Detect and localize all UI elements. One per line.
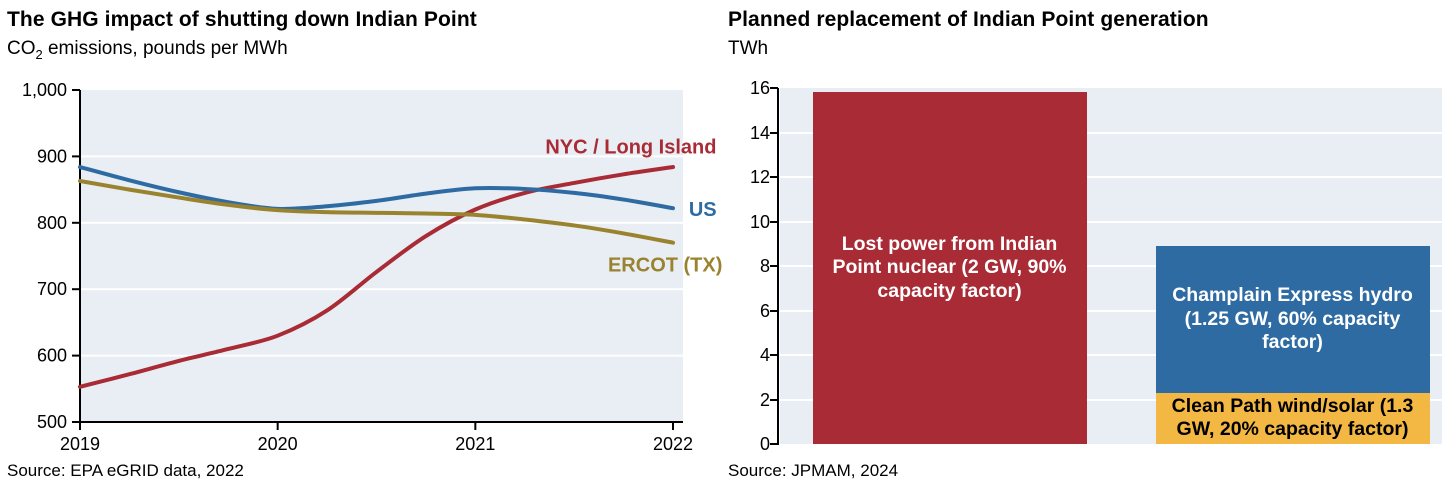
right-chart-subtitle: TWh (728, 38, 769, 59)
y-tick-label: 14 (749, 122, 770, 143)
series-label-nyc-long-island: NYC / Long Island (545, 137, 716, 159)
y-tick-label: 16 (749, 78, 770, 98)
right-chart: Planned replacement of Indian Point gene… (728, 0, 1456, 504)
y-tick (770, 131, 778, 134)
subtitle-co: CO (7, 38, 36, 59)
line-series-ercot-tx- (78, 178, 675, 245)
x-tick-label: 2021 (455, 434, 495, 454)
y-tick (770, 87, 778, 89)
left-chart-subtitle: CO2 emissions, pounds per MWh (7, 38, 288, 62)
y-tick-label: 8 (759, 256, 770, 276)
bar-segment-label: Clean Path wind/solar (1.3 GW, 20% capac… (1171, 394, 1414, 441)
left-chart-title: The GHG impact of shutting down Indian P… (7, 8, 477, 31)
x-tick-label: 2019 (60, 434, 100, 454)
gridline (780, 354, 1442, 356)
gridline (780, 309, 1442, 312)
bar-segment-champlain-express-hydro: Champlain Express hydro (1.25 GW, 60% ca… (1155, 245, 1430, 393)
right-chart-source: Source: JPMAM, 2024 (728, 461, 899, 480)
line-series-us (78, 165, 675, 211)
y-tick (770, 265, 778, 267)
y-tick-label: 10 (749, 211, 770, 232)
y-tick-label: 2 (759, 389, 770, 410)
y-tick-label: 500 (37, 412, 67, 432)
x-tick-label: 2020 (258, 434, 298, 454)
y-tick-label: 6 (759, 300, 770, 321)
line-series-nyc-long-island (78, 165, 675, 389)
gridline (780, 131, 1442, 134)
series-label-us: US (689, 199, 717, 221)
left-chart: The GHG impact of shutting down Indian P… (7, 8, 722, 480)
y-tick-label: 700 (37, 279, 67, 299)
right-y-axis (777, 88, 779, 445)
series-label-ercot-tx-: ERCOT (TX) (608, 254, 722, 276)
bar-plot-area: Lost power from Indian Point nuclear (2 … (780, 88, 1442, 444)
bar-segment-label: Champlain Express hydro (1.25 GW, 60% ca… (1172, 283, 1413, 354)
y-tick-label: 12 (749, 167, 770, 187)
y-tick-label: 900 (37, 146, 67, 166)
y-tick (770, 220, 778, 223)
y-tick (770, 309, 778, 312)
bar-segment-lost-power-from-indian-point-nuclear: Lost power from Indian Point nuclear (2 … (812, 92, 1087, 444)
y-tick-label: 600 (37, 346, 67, 366)
gridline (780, 398, 1442, 401)
y-tick (770, 176, 778, 178)
y-tick-label: 1,000 (22, 80, 67, 100)
left-chart-source: Source: EPA eGRID data, 2022 (7, 461, 244, 480)
y-tick (770, 354, 778, 356)
right-chart-title: Planned replacement of Indian Point gene… (728, 8, 1209, 31)
y-tick-label: 0 (759, 434, 770, 454)
y-tick (770, 443, 778, 445)
y-tick-label: 4 (759, 345, 770, 365)
bar-segment-clean-path-wind-solar: Clean Path wind/solar (1.3 GW, 20% capac… (1155, 392, 1430, 444)
gridline (780, 176, 1442, 178)
gridline (780, 220, 1442, 223)
plot-background (80, 90, 683, 422)
gridline (780, 265, 1442, 267)
ghg-line-chart: 500 600 700 800 900 1,000 2019 2020 2021 2022 NYC … (22, 80, 722, 454)
y-tick-label: 800 (37, 213, 67, 233)
x-tick-label: 2022 (653, 434, 693, 454)
subtitle-units: emissions, pounds per MWh (42, 38, 288, 59)
bar-segment-label: Lost power from Indian Point nuclear (2 … (832, 232, 1067, 303)
subtitle-subscript-2: 2 (35, 46, 43, 62)
y-tick (770, 398, 778, 401)
